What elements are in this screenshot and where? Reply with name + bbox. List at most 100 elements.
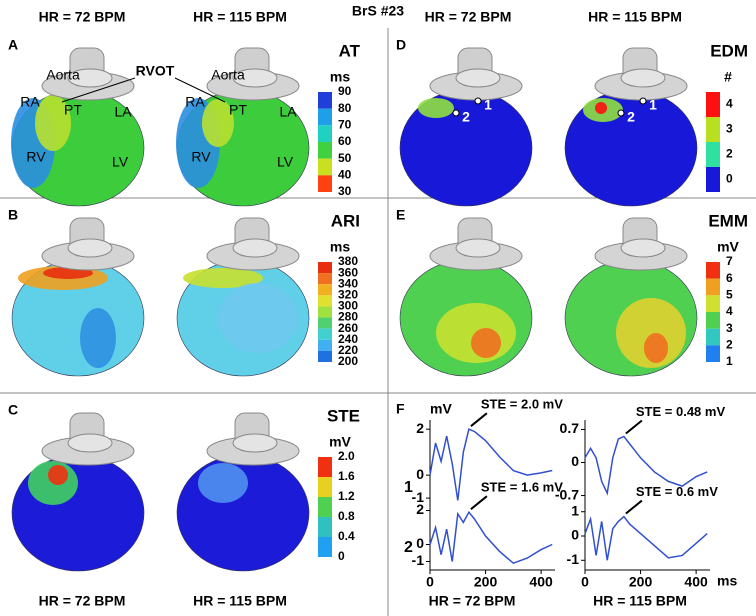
- column-header: HR = 72 BPM: [429, 593, 516, 609]
- heart-region: [218, 283, 298, 353]
- colorbar-tick-label: 340: [338, 276, 358, 290]
- colorbar-segment: [318, 284, 332, 296]
- colorbar-tick-label: 1.6: [338, 469, 355, 483]
- x-tick-label: 400: [529, 574, 553, 590]
- annotation-arrow: [470, 412, 488, 427]
- heart-region: [80, 308, 116, 368]
- y-tick-label: 2: [416, 501, 424, 517]
- panel-label: C: [8, 402, 18, 418]
- heart-region: [202, 99, 234, 147]
- colorbar-tick-label: 300: [338, 299, 358, 313]
- pulmonary-trunk: [232, 433, 278, 453]
- colorbar-tick-label: 0: [338, 549, 345, 563]
- colorbar-segment: [706, 92, 720, 117]
- measure-label: EDM: [710, 41, 748, 60]
- unit-label: mV: [329, 434, 351, 450]
- anatomy-label: 1: [484, 97, 492, 113]
- column-header: HR = 72 BPM: [425, 9, 512, 25]
- y-tick-label: 1: [571, 502, 579, 518]
- electrode: [474, 97, 482, 105]
- y-tick-label: -0.7: [555, 486, 579, 502]
- annotation: STE = 0.6 mV: [636, 484, 718, 499]
- colorbar-segment: [318, 317, 332, 329]
- y-tick-label: 0.7: [560, 420, 580, 436]
- colorbar-tick-label: 6: [726, 271, 733, 285]
- colorbar-segment: [318, 517, 332, 537]
- anatomy-label: Aorta: [46, 67, 80, 83]
- colorbar-tick-label: 0.8: [338, 509, 355, 523]
- colorbar-segment: [318, 350, 332, 362]
- x-tick-label: 200: [474, 574, 498, 590]
- anatomy-label: LA: [114, 104, 132, 120]
- pulmonary-trunk: [67, 433, 113, 453]
- anatomy-label: LV: [112, 154, 129, 170]
- x-tick-label: 0: [581, 574, 589, 590]
- panel-label: A: [8, 37, 18, 53]
- unit-label: ms: [330, 69, 350, 85]
- colorbar-tick-label: 240: [338, 332, 358, 346]
- heart-region: [198, 463, 248, 503]
- colorbar-segment: [706, 142, 720, 167]
- annotation-arrow: [470, 495, 488, 510]
- colorbar-tick-label: 3: [726, 122, 733, 136]
- y-tick-label: 2: [416, 420, 424, 436]
- colorbar-segment: [706, 167, 720, 192]
- y-tick-label: 0: [416, 535, 424, 551]
- colorbar-segment: [318, 108, 332, 126]
- anatomy-label: LA: [279, 104, 297, 120]
- colorbar-tick-label: 40: [338, 168, 352, 182]
- colorbar-tick-label: 3: [726, 321, 733, 335]
- x-tick-label: 200: [629, 574, 653, 590]
- annotation: STE = 1.6 mV: [481, 480, 563, 495]
- callout-label: RVOT: [136, 63, 175, 79]
- colorbar-tick-label: 7: [726, 254, 733, 268]
- trace: [584, 435, 708, 496]
- y-tick-label: -1: [412, 552, 425, 568]
- measure-label: STE: [327, 406, 360, 425]
- colorbar-tick-label: 70: [338, 118, 352, 132]
- pulmonary-trunk: [232, 238, 278, 258]
- measure-label: EMM: [708, 211, 748, 230]
- colorbar-segment: [318, 477, 332, 497]
- anatomy-label: RA: [185, 94, 205, 110]
- colorbar-tick-label: 2: [726, 147, 733, 161]
- figure-title: BrS #23: [352, 3, 404, 19]
- colorbar-segment: [318, 306, 332, 318]
- colorbar-segment: [318, 142, 332, 159]
- anatomy-label: 2: [462, 109, 470, 125]
- column-header: HR = 115 BPM: [193, 593, 287, 609]
- colorbar-segment: [318, 125, 332, 142]
- colorbar-segment: [706, 295, 720, 312]
- colorbar-segment: [318, 328, 332, 340]
- measure-label: AT: [339, 41, 361, 60]
- column-header: HR = 115 BPM: [193, 9, 287, 25]
- anatomy-label: RV: [26, 149, 46, 165]
- column-header: HR = 115 BPM: [588, 9, 682, 25]
- anatomy-label: Aorta: [211, 67, 245, 83]
- colorbar-tick-label: 360: [338, 265, 358, 279]
- pulmonary-trunk: [620, 68, 666, 88]
- colorbar-segment: [318, 537, 332, 557]
- panel-label: E: [396, 207, 405, 223]
- pulmonary-trunk: [620, 238, 666, 258]
- colorbar-segment: [318, 175, 332, 192]
- x-unit-label: ms: [717, 573, 737, 589]
- heart-region: [183, 268, 263, 288]
- trace: [584, 515, 708, 561]
- colorbar-segment: [318, 262, 332, 274]
- colorbar-tick-label: 1.2: [338, 489, 355, 503]
- column-header: HR = 72 BPM: [39, 593, 126, 609]
- y-tick-label: 0: [571, 453, 579, 469]
- colorbar-tick-label: 2: [726, 338, 733, 352]
- y-tick-label: -1: [412, 489, 425, 505]
- unit-label: ms: [330, 239, 350, 255]
- pulmonary-trunk: [67, 68, 113, 88]
- colorbar-tick-label: 0: [726, 172, 733, 186]
- heart-region: [35, 95, 71, 151]
- panel-label: B: [8, 207, 18, 223]
- colorbar-tick-label: 80: [338, 101, 352, 115]
- colorbar-segment: [318, 158, 332, 176]
- y-tick-label: 0: [416, 466, 424, 482]
- unit-label: mV: [717, 239, 739, 255]
